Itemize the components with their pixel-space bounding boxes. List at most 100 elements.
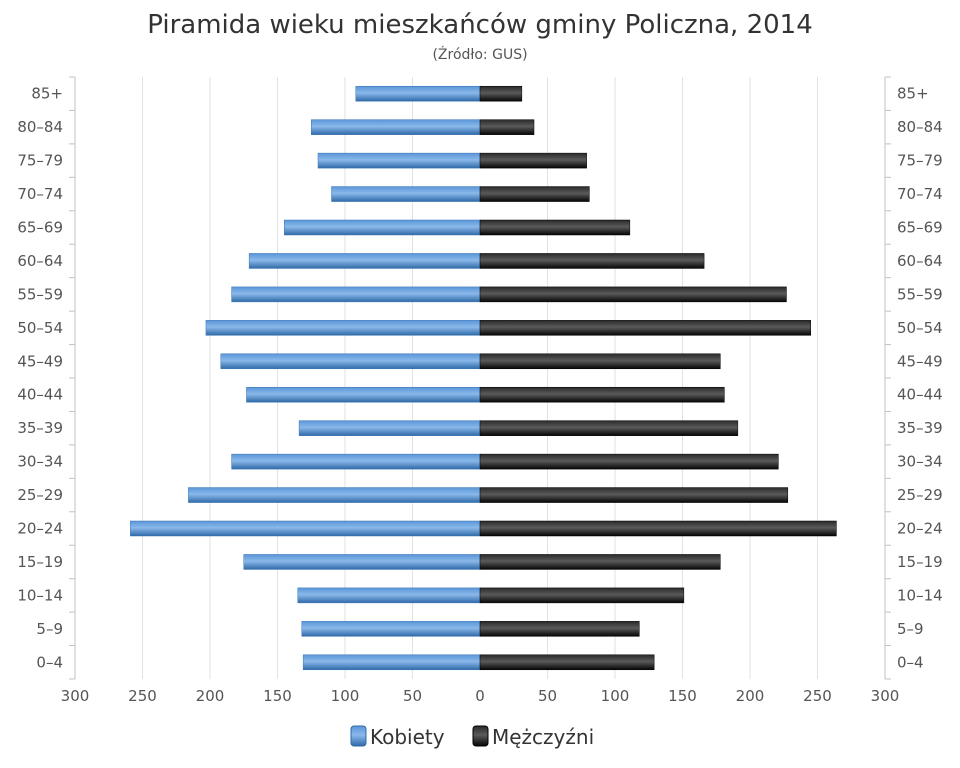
category-label-left: 85+	[31, 85, 63, 103]
bar-kobiety-12[interactable]	[248, 253, 481, 269]
bar-mezczyzni-12[interactable]	[479, 253, 705, 269]
bar-kobiety-3[interactable]	[243, 554, 481, 570]
x-tick-labels: 300 250 200 150 100 50 0 50 100 150 200 250 300	[61, 687, 900, 705]
bar-mezczyzni-17[interactable]	[479, 85, 523, 102]
bar-kobiety-7[interactable]	[298, 420, 481, 436]
chart-title: Piramida wieku mieszkańców gminy Policzn…	[147, 10, 813, 40]
bar-mezczyzni-16[interactable]	[479, 119, 535, 135]
bar-kobiety-6[interactable]	[231, 453, 481, 470]
bar-mezczyzni-5[interactable]	[479, 487, 789, 503]
bar-kobiety-15[interactable]	[317, 152, 481, 169]
category-label-left: 65–69	[17, 219, 63, 237]
category-label-right: 80–84	[897, 118, 943, 136]
x-tick-label: 250	[803, 687, 832, 705]
bar-mezczyzni-13[interactable]	[479, 219, 631, 236]
category-label-left: 5–9	[36, 620, 63, 638]
x-tick-label: 150	[263, 687, 292, 705]
x-tick-label: 50	[538, 687, 557, 705]
x-tick-label: 100	[601, 687, 630, 705]
bar-kobiety-8[interactable]	[246, 386, 481, 403]
bars	[130, 85, 837, 671]
category-label-left: 25–29	[17, 486, 63, 504]
bar-kobiety-1[interactable]	[301, 621, 481, 637]
x-tick-label: 200	[736, 687, 765, 705]
category-label-left: 0–4	[36, 653, 63, 671]
category-label-left: 50–54	[17, 319, 63, 337]
category-label-left: 45–49	[17, 352, 63, 370]
grid-lines	[142, 77, 818, 679]
bar-mezczyzni-2[interactable]	[479, 587, 685, 604]
category-label-right: 45–49	[897, 352, 943, 370]
category-label-right: 20–24	[897, 520, 943, 538]
category-label-left: 20–24	[17, 520, 63, 538]
bar-kobiety-4[interactable]	[130, 520, 481, 537]
category-label-right: 5–9	[897, 620, 924, 638]
category-label-right: 50–54	[897, 319, 943, 337]
bar-kobiety-13[interactable]	[284, 219, 481, 236]
category-label-right: 55–59	[897, 285, 943, 303]
bar-mezczyzni-10[interactable]	[479, 320, 811, 336]
bar-mezczyzni-9[interactable]	[479, 353, 721, 370]
bar-mezczyzni-7[interactable]	[479, 420, 739, 436]
bar-kobiety-11[interactable]	[231, 286, 481, 303]
bar-mezczyzni-3[interactable]	[479, 554, 721, 570]
category-label-right: 10–14	[897, 586, 943, 604]
legend-swatch-kobiety	[350, 725, 367, 747]
bar-kobiety-2[interactable]	[297, 587, 481, 604]
x-tick-label: 0	[475, 687, 485, 705]
category-label-left: 15–19	[17, 553, 63, 571]
category-label-right: 15–19	[897, 553, 943, 571]
legend-item-mezczyzni[interactable]: Mężczyźni	[472, 725, 594, 749]
category-label-right: 70–74	[897, 185, 943, 203]
category-label-right: 40–44	[897, 386, 943, 404]
bar-mezczyzni-1[interactable]	[479, 621, 640, 637]
bar-mezczyzni-4[interactable]	[479, 520, 837, 537]
category-label-right: 65–69	[897, 219, 943, 237]
category-label-right: 75–79	[897, 152, 943, 170]
category-label-right: 0–4	[897, 653, 924, 671]
category-label-left: 30–34	[17, 453, 63, 471]
x-tick-label: 250	[128, 687, 157, 705]
bar-mezczyzni-0[interactable]	[479, 654, 655, 671]
legend-item-kobiety[interactable]: Kobiety	[350, 725, 445, 749]
x-tick-label: 100	[331, 687, 360, 705]
category-label-left: 55–59	[17, 285, 63, 303]
bar-kobiety-17[interactable]	[355, 85, 481, 102]
category-label-right: 30–34	[897, 453, 943, 471]
bar-kobiety-14[interactable]	[331, 186, 481, 202]
bar-kobiety-9[interactable]	[220, 353, 481, 370]
x-tick-label: 300	[871, 687, 900, 705]
category-label-left: 80–84	[17, 118, 63, 136]
legend-swatch-mezczyzni	[472, 725, 489, 747]
category-labels-left: 0–4 5–9 10–14 15–19 20–24 25–29 30–34 35–39 40–4…	[17, 85, 63, 672]
category-label-left: 40–44	[17, 386, 63, 404]
bar-kobiety-16[interactable]	[311, 119, 481, 135]
bar-mezczyzni-15[interactable]	[479, 152, 587, 169]
category-label-right: 25–29	[897, 486, 943, 504]
category-label-left: 10–14	[17, 586, 63, 604]
category-label-left: 60–64	[17, 252, 63, 270]
legend-label-mezczyzni: Mężczyźni	[492, 725, 594, 749]
bar-mezczyzni-6[interactable]	[479, 453, 779, 470]
category-label-right: 35–39	[897, 419, 943, 437]
axes	[69, 76, 891, 680]
category-label-left: 75–79	[17, 152, 63, 170]
bar-kobiety-0[interactable]	[302, 654, 481, 671]
x-tick-label: 300	[61, 687, 90, 705]
x-tick-label: 50	[403, 687, 422, 705]
bar-mezczyzni-11[interactable]	[479, 286, 787, 303]
x-tick-label: 200	[196, 687, 225, 705]
bar-mezczyzni-14[interactable]	[479, 186, 590, 202]
category-label-right: 85+	[897, 85, 929, 103]
bar-kobiety-5[interactable]	[188, 487, 481, 503]
category-label-left: 35–39	[17, 419, 63, 437]
category-label-left: 70–74	[17, 185, 63, 203]
bar-mezczyzni-8[interactable]	[479, 386, 725, 403]
legend: Kobiety Mężczyźni	[350, 725, 594, 749]
legend-label-kobiety: Kobiety	[370, 725, 445, 749]
bar-kobiety-10[interactable]	[205, 320, 481, 336]
category-labels-right: 0–4 5–9 10–14 15–19 20–24 25–29 30–34 35–39 40–4…	[897, 85, 943, 672]
x-tick-label: 150	[668, 687, 697, 705]
chart-subtitle: (Źródło: GUS)	[432, 45, 527, 63]
